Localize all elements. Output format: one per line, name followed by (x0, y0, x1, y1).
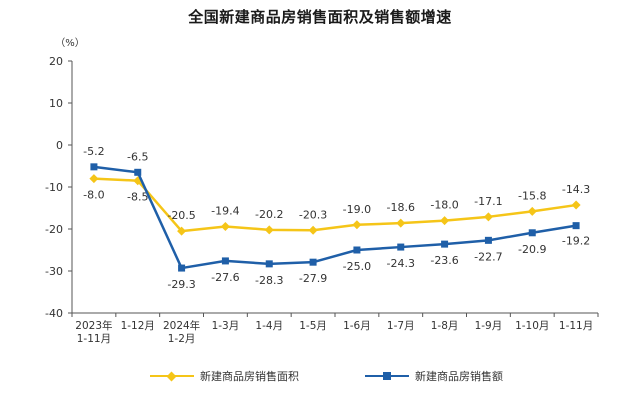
x-tick-label: 1-3月 (212, 320, 240, 332)
y-tick-label: -30 (45, 265, 63, 278)
x-tick-label: 1-12月 (121, 320, 155, 332)
y-tick-label: 20 (49, 55, 63, 68)
data-label-sales: -19.2 (562, 235, 590, 248)
y-tick-label: -40 (45, 307, 63, 320)
legend-item-area: 新建商品房销售面积 (150, 368, 299, 384)
x-tick-label: 1-10月 (515, 320, 549, 332)
y-tick-label: 10 (49, 97, 63, 110)
data-label-sales: -28.3 (255, 274, 283, 287)
data-point-sales (90, 163, 98, 171)
data-label-sales: -25.0 (343, 260, 371, 273)
data-label-sales: -5.2 (83, 145, 104, 158)
series-line-0 (93, 177, 577, 233)
data-label-area: -15.8 (518, 189, 546, 202)
legend-swatch-area (150, 370, 194, 382)
data-point-area (264, 225, 274, 235)
y-tick-label: -20 (45, 223, 63, 236)
legend-label-area: 新建商品房销售面积 (200, 370, 299, 383)
data-point-area (220, 221, 230, 231)
data-point-area (177, 226, 187, 236)
data-point-sales (397, 243, 405, 251)
data-label-sales: -20.9 (518, 243, 546, 256)
data-label-area: -19.4 (211, 204, 239, 217)
data-point-sales (528, 229, 536, 237)
x-tick-label: 1-9月 (475, 320, 503, 332)
data-label-area: -17.1 (474, 195, 502, 208)
data-point-area (440, 216, 450, 226)
data-label-area: -14.3 (562, 183, 590, 196)
data-point-area (89, 174, 99, 184)
data-point-sales (572, 222, 580, 230)
data-label-area: -8.0 (83, 189, 104, 202)
data-point-sales (265, 260, 273, 268)
series-line-1 (93, 165, 577, 270)
x-tick-label: 1-11月 (559, 320, 593, 332)
data-label-sales: -22.7 (474, 250, 502, 263)
data-point-sales (221, 257, 229, 265)
data-label-sales: -24.3 (387, 257, 415, 270)
data-label-sales: -6.5 (127, 150, 148, 163)
data-label-area: -20.2 (255, 208, 283, 221)
x-tick-label: 1-4月 (255, 320, 283, 332)
chart-title: 全国新建商品房销售面积及销售额增速 (188, 8, 452, 26)
data-point-area (483, 212, 493, 222)
legend-label-sales: 新建商品房销售额 (415, 370, 503, 383)
data-point-sales (441, 240, 449, 248)
data-point-sales (309, 258, 317, 266)
data-label-area: -20.3 (299, 208, 327, 221)
data-label-area: -18.6 (387, 201, 415, 214)
y-axis-unit-label: （%） (55, 37, 85, 49)
data-label-sales: -29.3 (167, 278, 195, 291)
data-point-area (352, 220, 362, 230)
data-label-area: -18.0 (430, 199, 458, 212)
data-point-area (308, 225, 318, 235)
y-tick-label: -10 (45, 181, 63, 194)
data-point-sales (484, 236, 492, 244)
legend-swatch-sales (365, 370, 409, 382)
data-label-area: -20.5 (167, 209, 195, 222)
x-tick-label: 1-6月 (343, 320, 371, 332)
data-point-area (571, 200, 581, 210)
data-point-area (396, 218, 406, 228)
data-point-area (527, 206, 537, 216)
data-point-sales (353, 246, 361, 254)
x-tick-label: 1-8月 (431, 320, 459, 332)
data-point-sales (134, 168, 142, 176)
data-label-sales: -23.6 (430, 254, 458, 267)
x-tick-label: 2023年 (75, 319, 112, 332)
x-tick-label: 1-7月 (387, 320, 415, 332)
data-label-sales: -27.9 (299, 272, 327, 285)
data-label-sales: -27.6 (211, 271, 239, 284)
data-point-sales (178, 264, 186, 272)
x-tick-label: 2024年 (163, 319, 200, 332)
y-tick-label: 0 (56, 139, 63, 152)
data-label-area: -19.0 (343, 203, 371, 216)
legend-item-sales: 新建商品房销售额 (365, 368, 503, 384)
x-tick-label: 1-5月 (299, 320, 327, 332)
x-tick-label: 1-11月 (77, 333, 111, 345)
x-tick-label: 1-2月 (168, 333, 196, 345)
data-label-area: -8.5 (127, 191, 148, 204)
